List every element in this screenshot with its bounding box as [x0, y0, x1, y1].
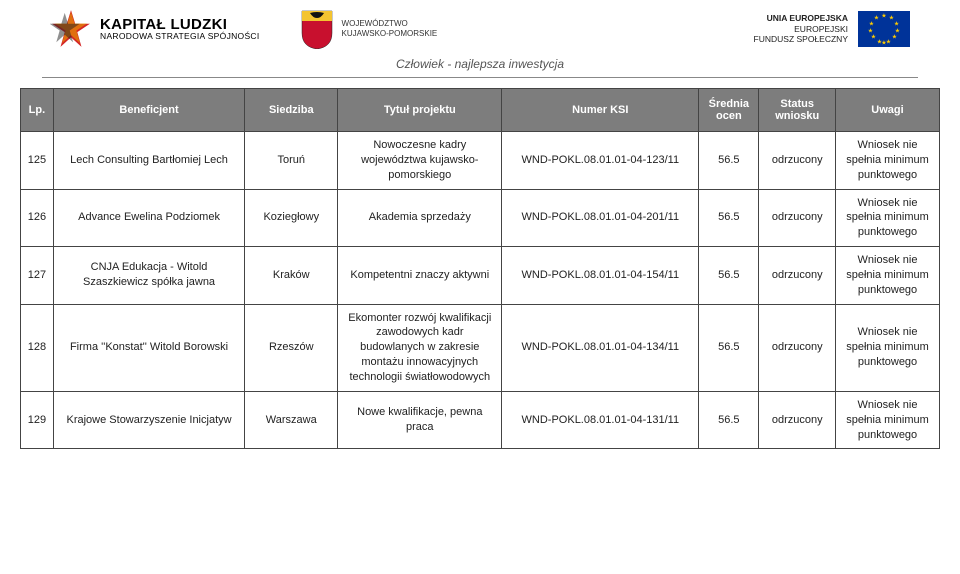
data-table: Lp. Beneficjent Siedziba Tytuł projektu …	[20, 88, 940, 449]
cell-lp: 125	[21, 132, 54, 190]
eu-logo: UNIA EUROPEJSKA EUROPEJSKI FUNDUSZ SPOŁE…	[754, 11, 910, 47]
cell-status: odrzucony	[759, 189, 836, 247]
cell-siedziba: Koziegłowy	[245, 189, 338, 247]
cell-ksi: WND-POKL.08.01.01-04-134/11	[502, 304, 699, 391]
table-row: 126Advance Ewelina PodziomekKoziegłowyAk…	[21, 189, 940, 247]
th-siedziba: Siedziba	[245, 89, 338, 132]
cell-beneficjent: Advance Ewelina Podziomek	[53, 189, 244, 247]
table-row: 127CNJA Edukacja - Witold Szaszkiewicz s…	[21, 247, 940, 305]
cell-ocen: 56.5	[699, 247, 759, 305]
cell-ksi: WND-POKL.08.01.01-04-201/11	[502, 189, 699, 247]
cell-ocen: 56.5	[699, 391, 759, 449]
kapital-star-icon	[50, 8, 92, 50]
cell-tytul: Kompetentni znaczy aktywni	[338, 247, 502, 305]
cell-lp: 128	[21, 304, 54, 391]
kapital-ludzki-logo: KAPITAŁ LUDZKI NARODOWA STRATEGIA SPÓJNO…	[50, 8, 260, 50]
cell-ksi: WND-POKL.08.01.01-04-123/11	[502, 132, 699, 190]
th-status: Status wniosku	[759, 89, 836, 132]
header-band: KAPITAŁ LUDZKI NARODOWA STRATEGIA SPÓJNO…	[0, 0, 960, 54]
cell-lp: 127	[21, 247, 54, 305]
cell-ksi: WND-POKL.08.01.01-04-154/11	[502, 247, 699, 305]
cell-siedziba: Kraków	[245, 247, 338, 305]
th-ksi: Numer KSI	[502, 89, 699, 132]
table-row: 128Firma ''Konstat'' Witold BorowskiRzes…	[21, 304, 940, 391]
cell-uwagi: Wniosek nie spełnia minimum punktowego	[836, 304, 940, 391]
cell-status: odrzucony	[759, 391, 836, 449]
cell-lp: 129	[21, 391, 54, 449]
region-logo: WOJEWÓDZTWO KUJAWSKO-POMORSKIE	[300, 9, 438, 49]
eu-flag-icon: ★★ ★★ ★★ ★★ ★★ ★★	[858, 11, 910, 47]
cell-status: odrzucony	[759, 304, 836, 391]
cell-status: odrzucony	[759, 132, 836, 190]
table-row: 129Krajowe Stowarzyszenie InicjatywWarsz…	[21, 391, 940, 449]
cell-ksi: WND-POKL.08.01.01-04-131/11	[502, 391, 699, 449]
kapital-title: KAPITAŁ LUDZKI	[100, 17, 260, 32]
th-ocen: Średnia ocen	[699, 89, 759, 132]
cell-beneficjent: CNJA Edukacja - Witold Szaszkiewicz spół…	[53, 247, 244, 305]
cell-beneficjent: Krajowe Stowarzyszenie Inicjatyw	[53, 391, 244, 449]
shield-icon	[300, 9, 334, 49]
region-line2: KUJAWSKO-POMORSKIE	[342, 29, 438, 39]
eu-line3: FUNDUSZ SPOŁECZNY	[754, 34, 848, 45]
cell-beneficjent: Lech Consulting Bartłomiej Lech	[53, 132, 244, 190]
cell-tytul: Nowe kwalifikacje, pewna praca	[338, 391, 502, 449]
eu-line2: EUROPEJSKI	[754, 24, 848, 35]
region-line1: WOJEWÓDZTWO	[342, 19, 438, 29]
cell-beneficjent: Firma ''Konstat'' Witold Borowski	[53, 304, 244, 391]
cell-tytul: Ekomonter rozwój kwalifikacji zawodowych…	[338, 304, 502, 391]
table-row: 125Lech Consulting Bartłomiej LechToruńN…	[21, 132, 940, 190]
cell-tytul: Akademia sprzedaży	[338, 189, 502, 247]
cell-uwagi: Wniosek nie spełnia minimum punktowego	[836, 189, 940, 247]
cell-uwagi: Wniosek nie spełnia minimum punktowego	[836, 247, 940, 305]
cell-siedziba: Rzeszów	[245, 304, 338, 391]
cell-tytul: Nowoczesne kadry województwa kujawsko-po…	[338, 132, 502, 190]
cell-uwagi: Wniosek nie spełnia minimum punktowego	[836, 132, 940, 190]
table-header-row: Lp. Beneficjent Siedziba Tytuł projektu …	[21, 89, 940, 132]
cell-status: odrzucony	[759, 247, 836, 305]
cell-ocen: 56.5	[699, 189, 759, 247]
cell-ocen: 56.5	[699, 304, 759, 391]
tagline: Człowiek - najlepsza inwestycja	[42, 54, 918, 78]
cell-uwagi: Wniosek nie spełnia minimum punktowego	[836, 391, 940, 449]
cell-siedziba: Warszawa	[245, 391, 338, 449]
th-uwagi: Uwagi	[836, 89, 940, 132]
th-lp: Lp.	[21, 89, 54, 132]
cell-lp: 126	[21, 189, 54, 247]
th-tytul: Tytuł projektu	[338, 89, 502, 132]
cell-siedziba: Toruń	[245, 132, 338, 190]
eu-stars-icon: ★★ ★★ ★★ ★★ ★★ ★★	[869, 14, 899, 44]
th-beneficjent: Beneficjent	[53, 89, 244, 132]
kapital-subtitle: NARODOWA STRATEGIA SPÓJNOŚCI	[100, 32, 260, 41]
cell-ocen: 56.5	[699, 132, 759, 190]
eu-line1: UNIA EUROPEJSKA	[754, 13, 848, 24]
